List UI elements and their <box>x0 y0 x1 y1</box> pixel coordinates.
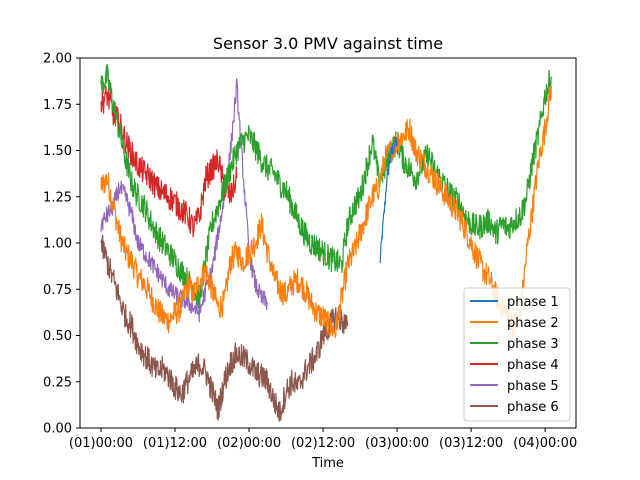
x-tick-label: (01)00:00 <box>69 436 133 451</box>
y-tick-label: 2.00 <box>43 52 72 67</box>
x-axis: (01)00:00 (01)12:00 (02)00:00 (02)12:00 (03)… <box>69 428 577 451</box>
x-tick-label: (03)12:00 <box>439 436 503 451</box>
legend-label: phase 2 <box>507 316 559 331</box>
series-line-phase-3 <box>100 63 552 309</box>
y-axis: 0.00 0.25 0.50 0.75 1.00 1.25 1.50 1.75 2.00 <box>43 52 80 437</box>
x-tick-label: (02)12:00 <box>291 436 355 451</box>
legend-label: phase 4 <box>507 358 559 373</box>
y-tick-label: 1.75 <box>43 98 72 113</box>
legend-label: phase 3 <box>507 337 559 352</box>
y-tick-label: 1.50 <box>43 144 72 159</box>
x-tick-label: (03)00:00 <box>365 436 429 451</box>
x-tick-label: (01)12:00 <box>143 436 207 451</box>
x-axis-title: Time <box>311 456 344 471</box>
x-tick-label: (02)00:00 <box>217 436 281 451</box>
legend-label: phase 6 <box>507 400 559 415</box>
chart-title: Sensor 3.0 PMV against time <box>213 34 443 53</box>
y-tick-label: 0.50 <box>43 329 72 344</box>
legend-label: phase 1 <box>507 295 559 310</box>
y-tick-label: 0.75 <box>43 283 72 298</box>
series-line-phase-2 <box>100 85 552 339</box>
series-layer <box>100 63 552 422</box>
legend-label: phase 5 <box>507 379 559 394</box>
y-tick-label: 1.25 <box>43 190 72 205</box>
y-tick-label: 0.25 <box>43 375 72 390</box>
y-tick-label: 1.00 <box>43 237 72 252</box>
series-line-phase-6 <box>100 234 349 422</box>
legend: phase 1 phase 2 phase 3 phase 4 phase 5 phase… <box>463 287 571 422</box>
x-tick-label: (04)00:00 <box>513 436 577 451</box>
series-line-phase-5 <box>100 78 268 323</box>
y-tick-label: 0.00 <box>43 422 72 437</box>
series-line-phase-1 <box>379 136 398 264</box>
